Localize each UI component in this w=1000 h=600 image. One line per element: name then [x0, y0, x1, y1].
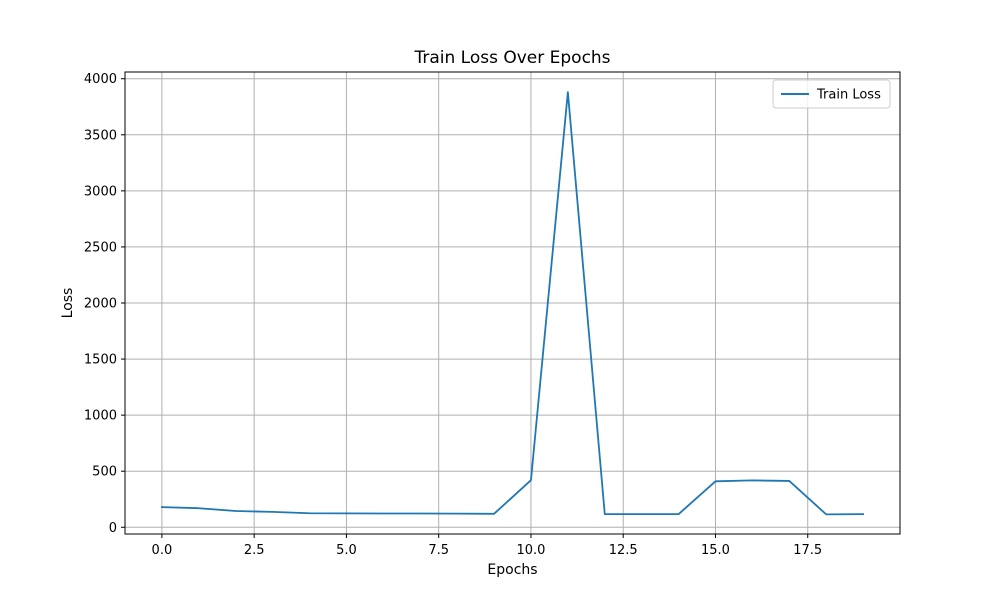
x-tick-label: 17.5 [793, 543, 822, 558]
x-tick-label: 7.5 [428, 543, 449, 558]
y-tick-label: 3500 [84, 128, 117, 143]
legend-box [772, 79, 891, 109]
x-tick-label: 12.5 [609, 543, 638, 558]
y-axis-label: Loss [60, 288, 76, 319]
x-axis-label: Epochs [487, 562, 537, 578]
grid-lines [125, 72, 900, 534]
y-tick-label: 1000 [84, 409, 117, 424]
series-line-train-loss [160, 91, 865, 516]
chart-title: Train Loss Over Epochs [413, 48, 610, 68]
y-tick-label: 3000 [84, 184, 117, 199]
y-tick-label: 2000 [84, 297, 117, 312]
legend-label-train-loss: Train Loss [816, 88, 881, 103]
y-tick-label: 2500 [84, 240, 117, 255]
x-axis-ticks: 0.0 2.5 5.0 7.5 10.0 12.5 15.0 17.5 [152, 534, 822, 558]
x-tick-label: 0.0 [152, 543, 173, 558]
y-tick-label: 4000 [84, 72, 117, 87]
y-tick-label: 1500 [84, 353, 117, 368]
legend: Train Loss [772, 79, 891, 109]
x-tick-label: 5.0 [336, 543, 357, 558]
series-layer [160, 91, 865, 516]
y-axis-ticks: 0 500 1000 1500 2000 2500 3000 3500 4000 [84, 72, 125, 536]
y-tick-label: 500 [92, 465, 117, 480]
y-tick-label: 0 [109, 521, 117, 536]
x-tick-label: 2.5 [244, 543, 265, 558]
x-tick-label: 10.0 [516, 543, 545, 558]
x-tick-label: 15.0 [701, 543, 730, 558]
